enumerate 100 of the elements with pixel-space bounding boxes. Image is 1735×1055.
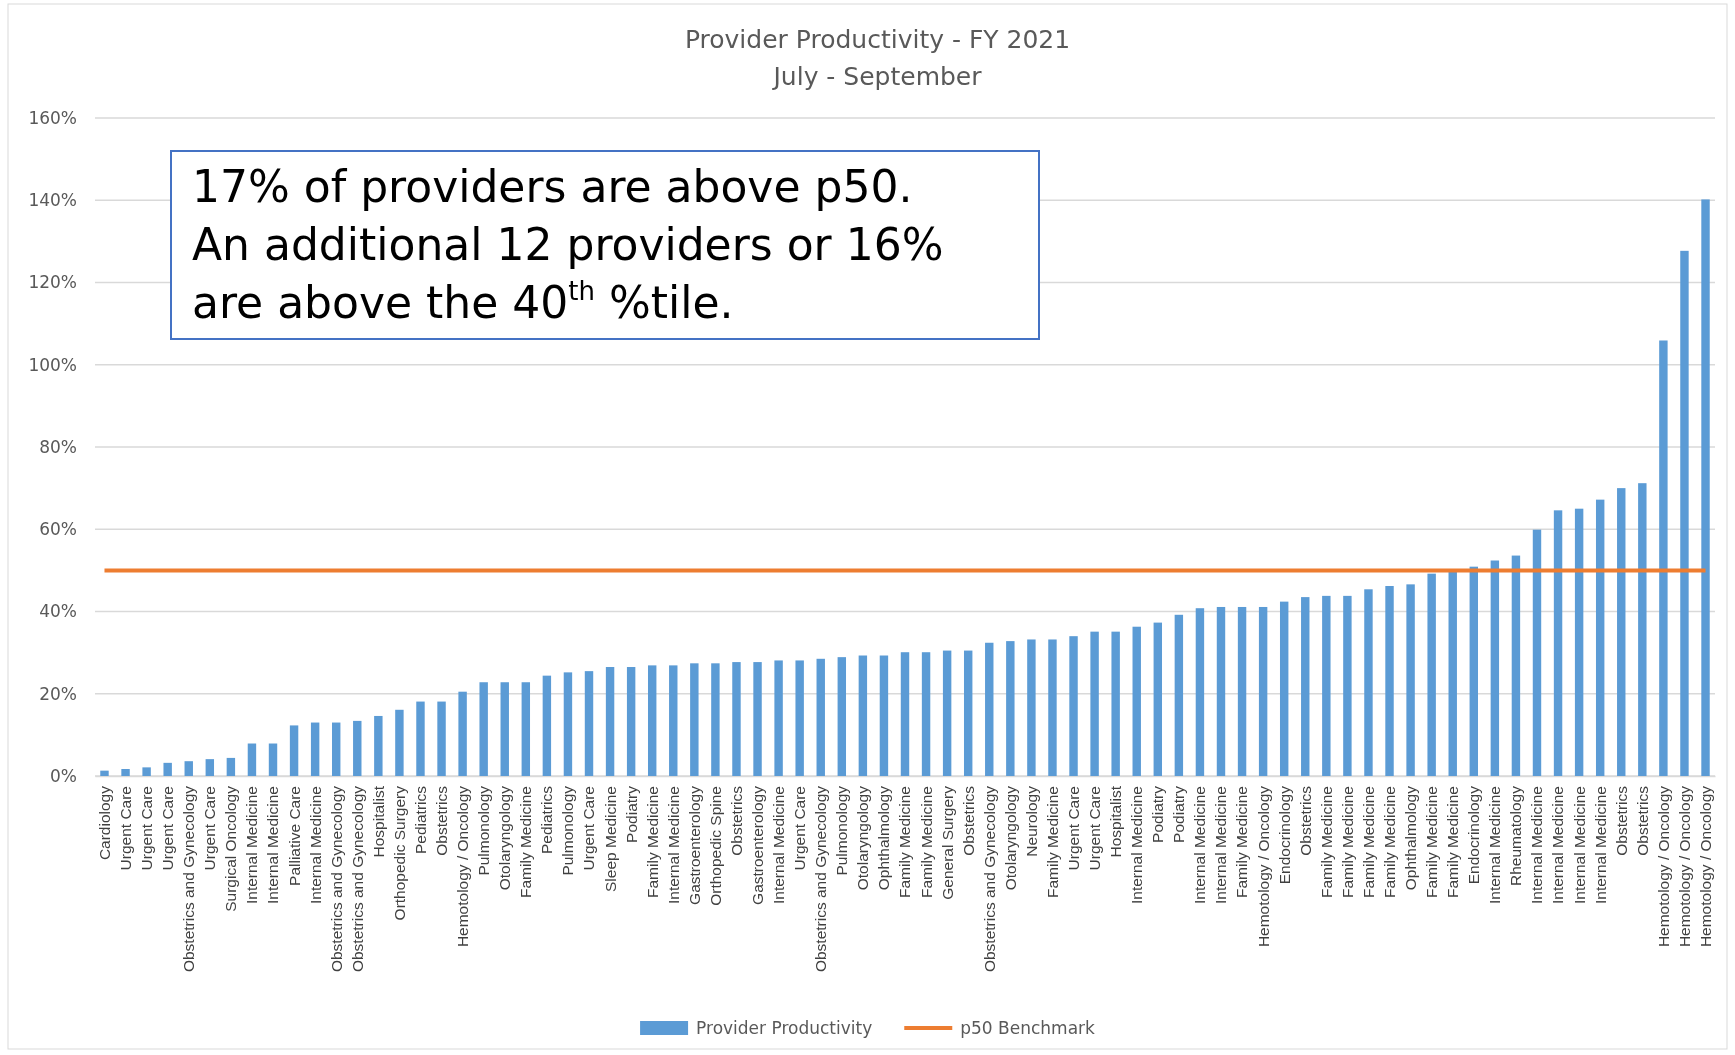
bar — [1069, 636, 1078, 776]
x-tick-label: Surgical Oncology — [222, 785, 240, 912]
x-tick-label: Internal Medicine — [1128, 786, 1146, 905]
x-tick-label: Gastroenterology — [685, 785, 703, 905]
x-tick-label: Internal Medicine — [1528, 786, 1546, 905]
bar — [1343, 595, 1352, 776]
bar — [1132, 626, 1141, 776]
bar — [1574, 508, 1584, 776]
x-tick-label: Otolaryngology — [854, 785, 872, 891]
bar — [1448, 570, 1457, 776]
bar — [1701, 199, 1710, 776]
bar — [942, 650, 952, 776]
x-tick-label: Neurology — [1022, 785, 1040, 857]
bar — [774, 660, 783, 776]
x-tick-label: Internal Medicine — [1591, 786, 1609, 905]
bar — [1258, 606, 1268, 776]
bar — [1216, 606, 1226, 776]
x-tick-label: Family Medicine — [1444, 786, 1462, 898]
bar — [310, 722, 320, 776]
x-tick-label: Obstetrics — [727, 785, 745, 856]
bar — [332, 722, 341, 776]
bar — [184, 761, 193, 776]
x-tick-label: Orthopedic Surgery — [390, 785, 408, 921]
bar — [1553, 510, 1563, 776]
x-tick-label: Hemotology / Oncology — [454, 785, 472, 948]
x-tick-label: Internal Medicine — [243, 786, 261, 905]
x-tick-label: Internal Medicine — [306, 786, 324, 905]
bar — [142, 767, 151, 776]
bar — [900, 652, 910, 776]
bar — [268, 743, 278, 776]
bar — [711, 663, 720, 776]
bar — [1406, 584, 1415, 776]
x-tick-label: Urgent Care — [201, 786, 219, 871]
x-tick-label: Family Medicine — [643, 786, 661, 898]
x-tick-label: Family Medicine — [1423, 786, 1441, 898]
bar — [458, 691, 467, 776]
y-tick-label: 100% — [28, 354, 77, 375]
bar — [100, 770, 109, 776]
bar — [1490, 560, 1500, 776]
x-tick-label: Urgent Care — [1086, 786, 1104, 871]
x-tick-label: Internal Medicine — [770, 786, 788, 905]
bar — [1385, 586, 1394, 776]
bar — [795, 660, 804, 776]
x-tick-label: Family Medicine — [517, 786, 535, 898]
x-tick-label: Hemotology / Oncology — [1696, 785, 1714, 948]
bar — [858, 655, 868, 776]
x-tick-label: Endocrinology — [1275, 785, 1293, 885]
bar — [1532, 529, 1542, 776]
bar — [1511, 555, 1521, 776]
x-tick-label: Family Medicine — [1380, 786, 1398, 898]
bar — [1617, 488, 1626, 776]
x-tick-label: Cardiology — [95, 785, 113, 861]
x-tick-label: Hemotology / Oncology — [1654, 785, 1672, 948]
bar — [1090, 631, 1099, 776]
x-tick-label: Rheumatology — [1507, 785, 1525, 886]
x-tick-label: Hospitalist — [369, 785, 387, 858]
x-tick-label: Obstetrics — [959, 785, 977, 856]
bar — [374, 715, 383, 776]
bar — [289, 725, 299, 776]
x-tick-label: Obstetrics and Gynecology — [327, 785, 345, 973]
x-tick-label: Hemotology / Oncology — [1254, 785, 1272, 948]
x-tick-label: Endocrinology — [1465, 785, 1483, 885]
bar — [1322, 595, 1331, 776]
x-tick-label: Family Medicine — [1338, 786, 1356, 898]
bar — [1659, 340, 1668, 776]
x-tick-label: Hemotology / Oncology — [1675, 785, 1693, 948]
legend-label: Provider Productivity — [696, 1017, 873, 1038]
x-tick-label: Urgent Care — [791, 786, 809, 871]
x-tick-label: Urgent Care — [116, 786, 134, 871]
x-tick-label: General Surgery — [938, 785, 956, 900]
bar — [205, 759, 215, 776]
x-tick-label: Obstetrics and Gynecology — [180, 785, 198, 973]
x-tick-label: Pediatrics — [411, 785, 429, 855]
x-tick-label: Palliative Care — [285, 786, 303, 886]
x-tick-label: Urgent Care — [1064, 786, 1082, 871]
x-tick-label: Podiatry — [622, 785, 640, 843]
bar — [879, 655, 889, 776]
bar — [121, 769, 130, 776]
bar — [1364, 589, 1373, 776]
bar — [1153, 622, 1163, 776]
bar — [163, 762, 172, 776]
y-tick-label: 140% — [28, 190, 77, 211]
bar — [584, 671, 594, 776]
callout-box: 17% of providers are above p50. An additional 12 providers or 16% are above the 40$^{th}$ %tile. — [170, 150, 1040, 340]
x-tick-label: Obstetrics — [432, 785, 450, 856]
bar — [1301, 597, 1310, 776]
bar — [226, 757, 236, 776]
x-tick-label: Internal Medicine — [1486, 786, 1504, 905]
x-tick-label: Family Medicine — [1043, 786, 1061, 898]
bar — [816, 658, 825, 776]
bar — [1237, 606, 1247, 776]
y-tick-label: 0% — [50, 765, 77, 786]
x-tick-label: Internal Medicine — [1570, 786, 1588, 905]
x-tick-label: Urgent Care — [580, 786, 598, 871]
x-tick-label: Obstetrics and Gynecology — [348, 785, 366, 973]
x-tick-label: Pulmonology — [559, 785, 577, 876]
bar — [1427, 573, 1436, 776]
x-tick-label: Ophthalmology — [1402, 785, 1420, 891]
x-tick-label: Internal Medicine — [1191, 786, 1209, 905]
y-tick-label: 160% — [28, 107, 77, 128]
